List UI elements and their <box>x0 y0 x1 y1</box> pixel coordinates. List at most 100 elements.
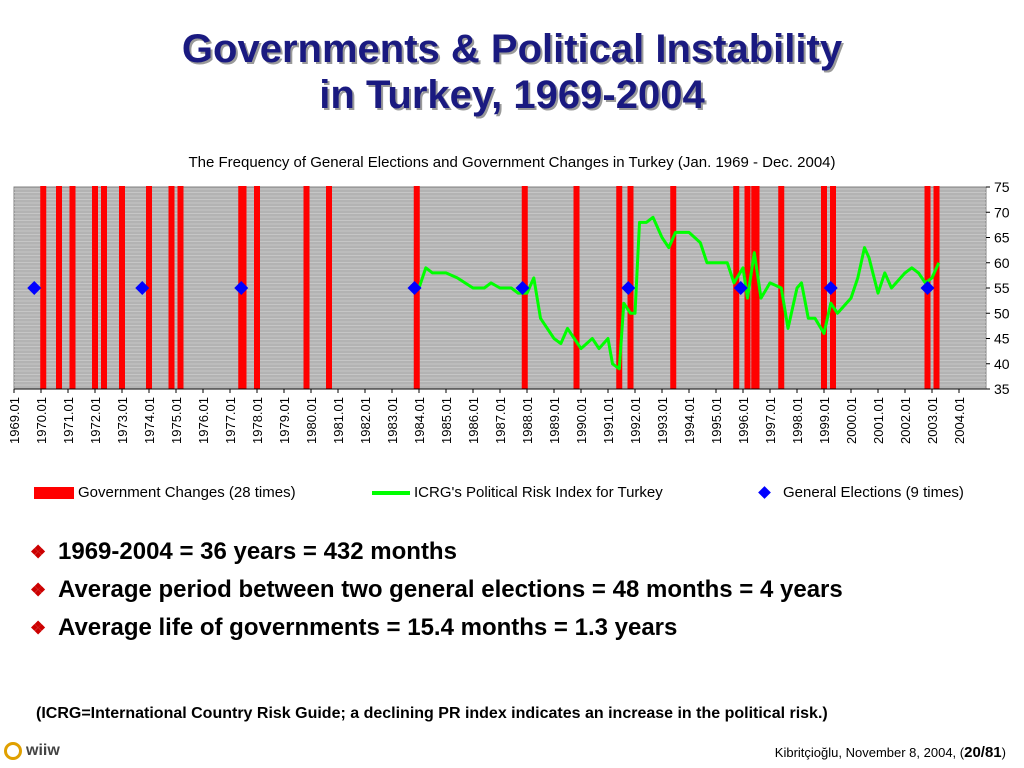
legend-red-bar-icon <box>34 486 74 499</box>
legend-label-government-changes: Government Changes (28 times) <box>78 484 296 501</box>
legend-item-icrg: ICRG's Political Risk Index for Turkey <box>372 484 663 501</box>
y-tick-label: 35 <box>994 381 1010 397</box>
x-tick-label: 1969.01 <box>7 397 22 444</box>
government-change-bar <box>69 186 76 389</box>
bullet-item: ❖ Average period between two general ele… <box>30 574 990 606</box>
logo-ring-icon <box>4 742 22 760</box>
footer-author: Kibritçioğlu, November 8, 2004, ( <box>774 745 965 760</box>
x-tick-label: 1971.01 <box>61 397 76 444</box>
government-change-bar <box>616 186 623 389</box>
government-change-bar <box>177 186 184 389</box>
y-tick-label: 45 <box>994 331 1010 347</box>
x-tick-label: 1982.01 <box>358 397 373 444</box>
x-tick-label: 1970.01 <box>34 397 49 444</box>
x-tick-label: 1983.01 <box>385 397 400 444</box>
chart-legend: Government Changes (28 times) ICRG's Pol… <box>0 484 1024 504</box>
government-change-bar <box>821 186 827 389</box>
x-tick-label: 1998.01 <box>790 397 805 444</box>
government-change-bar <box>744 186 751 389</box>
diamond-bullet-icon: ❖ <box>30 542 47 562</box>
y-tick-label: 55 <box>994 280 1010 296</box>
x-tick-label: 1974.01 <box>142 397 157 444</box>
general-election-marker <box>234 281 249 295</box>
bullet-text: Average period between two general elect… <box>58 576 843 603</box>
footer-close: ) <box>1001 745 1006 760</box>
x-tick-label: 1990.01 <box>574 397 589 444</box>
x-tick-label: 2004.01 <box>952 397 967 444</box>
wiiw-logo: wiiw <box>4 742 60 760</box>
legend-label-general-elections: General Elections (9 times) <box>783 484 964 501</box>
legend-green-line-icon <box>372 490 410 495</box>
government-change-bar <box>573 186 580 389</box>
x-tick-label: 1978.01 <box>250 397 265 444</box>
x-tick-label: 1976.01 <box>196 397 211 444</box>
government-change-bar <box>326 186 332 389</box>
slide-title-line2: in Turkey, 1969-2004 <box>319 73 705 117</box>
x-tick-label: 1994.01 <box>682 397 697 444</box>
x-tick-label: 1988.01 <box>520 397 535 444</box>
bullet-item: ❖ 1969-2004 = 36 years = 432 months <box>30 536 990 568</box>
general-election-marker <box>621 281 636 295</box>
government-change-bar <box>753 186 760 389</box>
x-tick-label: 1991.01 <box>601 397 616 444</box>
x-tick-label: 2000.01 <box>844 397 859 444</box>
slide-title-line1: Governments & Political Instability <box>181 27 843 71</box>
y-tick-label: 50 <box>994 305 1010 321</box>
x-tick-label: 1996.01 <box>736 397 751 444</box>
x-tick-label: 1999.01 <box>817 397 832 444</box>
general-election-marker <box>515 281 530 295</box>
x-tick-label: 2002.01 <box>898 397 913 444</box>
x-tick-label: 1973.01 <box>115 397 130 444</box>
diamond-bullet-icon: ❖ <box>30 580 47 600</box>
government-change-bar <box>670 186 677 389</box>
x-tick-label: 1979.01 <box>277 397 292 444</box>
x-tick-label: 1985.01 <box>439 397 454 444</box>
legend-label-icrg: ICRG's Political Risk Index for Turkey <box>414 484 663 501</box>
government-change-bar <box>92 186 98 389</box>
x-tick-label: 1975.01 <box>169 397 184 444</box>
bullet-item: ❖ Average life of governments = 15.4 mon… <box>30 612 990 644</box>
general-election-marker <box>920 281 935 295</box>
x-tick-label: 1989.01 <box>547 397 562 444</box>
bullet-text: 1969-2004 = 36 years = 432 months <box>58 538 457 565</box>
x-tick-label: 1984.01 <box>412 397 427 444</box>
x-tick-label: 1986.01 <box>466 397 481 444</box>
footnote: (ICRG=International Country Risk Guide; … <box>36 705 828 722</box>
legend-blue-diamond-icon <box>758 486 771 499</box>
government-change-bar <box>101 186 107 389</box>
bullet-list: ❖ 1969-2004 = 36 years = 432 months ❖ Av… <box>30 536 990 650</box>
logo-text: wiiw <box>26 742 60 759</box>
government-change-bar <box>119 186 125 389</box>
government-change-bar <box>146 186 152 389</box>
government-change-bar <box>40 186 47 389</box>
general-election-marker <box>27 281 42 295</box>
y-tick-label: 65 <box>994 230 1010 246</box>
y-tick-label: 60 <box>994 255 1010 271</box>
footer-page: 20/81 <box>964 744 1002 761</box>
y-tick-label: 40 <box>994 356 1010 372</box>
chart-title: The Frequency of General Elections and G… <box>188 154 836 171</box>
x-tick-label: 2003.01 <box>925 397 940 444</box>
general-election-marker <box>733 281 748 295</box>
government-change-bar <box>933 186 940 389</box>
diamond-bullet-icon: ❖ <box>30 618 47 638</box>
x-tick-label: 1995.01 <box>709 397 724 444</box>
x-tick-label: 1980.01 <box>304 397 319 444</box>
x-tick-label: 2001.01 <box>871 397 886 444</box>
footer: Kibritçioğlu, November 8, 2004, (20/81) <box>775 744 1006 761</box>
x-tick-label: 1977.01 <box>223 397 238 444</box>
x-tick-label: 1981.01 <box>331 397 346 444</box>
bullet-text: Average life of governments = 15.4 month… <box>58 614 678 641</box>
government-change-bar <box>303 186 310 389</box>
chart: 35 40 45 50 55 60 65 70 75 1969.01 1970.01 1971.01 1… <box>7 179 1010 444</box>
slide-title: Governments & Political Instability in T… <box>0 26 1024 118</box>
government-change-bar <box>56 186 62 389</box>
x-tick-label: 1993.01 <box>655 397 670 444</box>
government-change-bar <box>168 186 175 389</box>
legend-item-government-changes: Government Changes (28 times) <box>34 484 296 501</box>
x-tick-label: 1987.01 <box>493 397 508 444</box>
x-tick-label: 1997.01 <box>763 397 778 444</box>
general-election-marker <box>407 281 422 295</box>
general-election-marker <box>823 281 838 295</box>
government-change-bar <box>254 186 260 389</box>
